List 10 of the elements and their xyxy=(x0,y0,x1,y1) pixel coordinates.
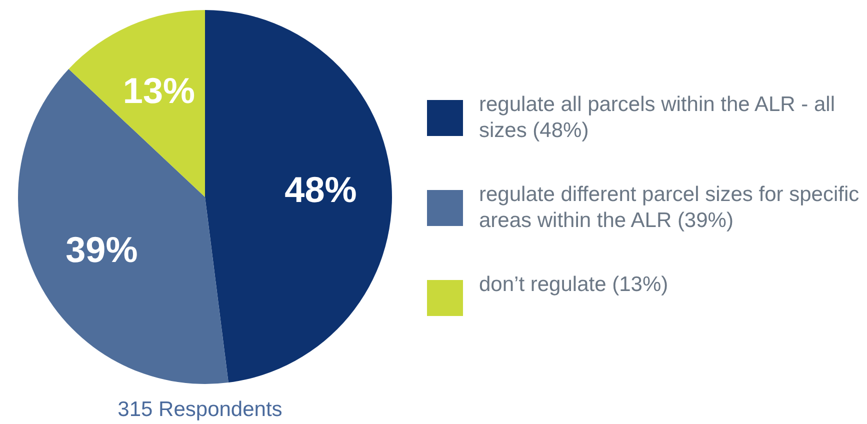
data-label: 13% xyxy=(122,70,195,112)
pie-slice xyxy=(205,10,392,383)
data-label: 39% xyxy=(66,229,138,270)
legend-label: regulate different parcel sizes for specific areas within the ALR (39%) xyxy=(479,182,860,234)
data-label: 48% xyxy=(284,169,357,210)
legend-label: regulate all parcels within the ALR - all sizes (48%) xyxy=(479,92,836,144)
pie-slice xyxy=(68,10,205,197)
legend-label: don’t regulate (13%) xyxy=(479,272,670,298)
text: 315 Respondents xyxy=(116,398,284,422)
pie-slice xyxy=(18,68,228,384)
